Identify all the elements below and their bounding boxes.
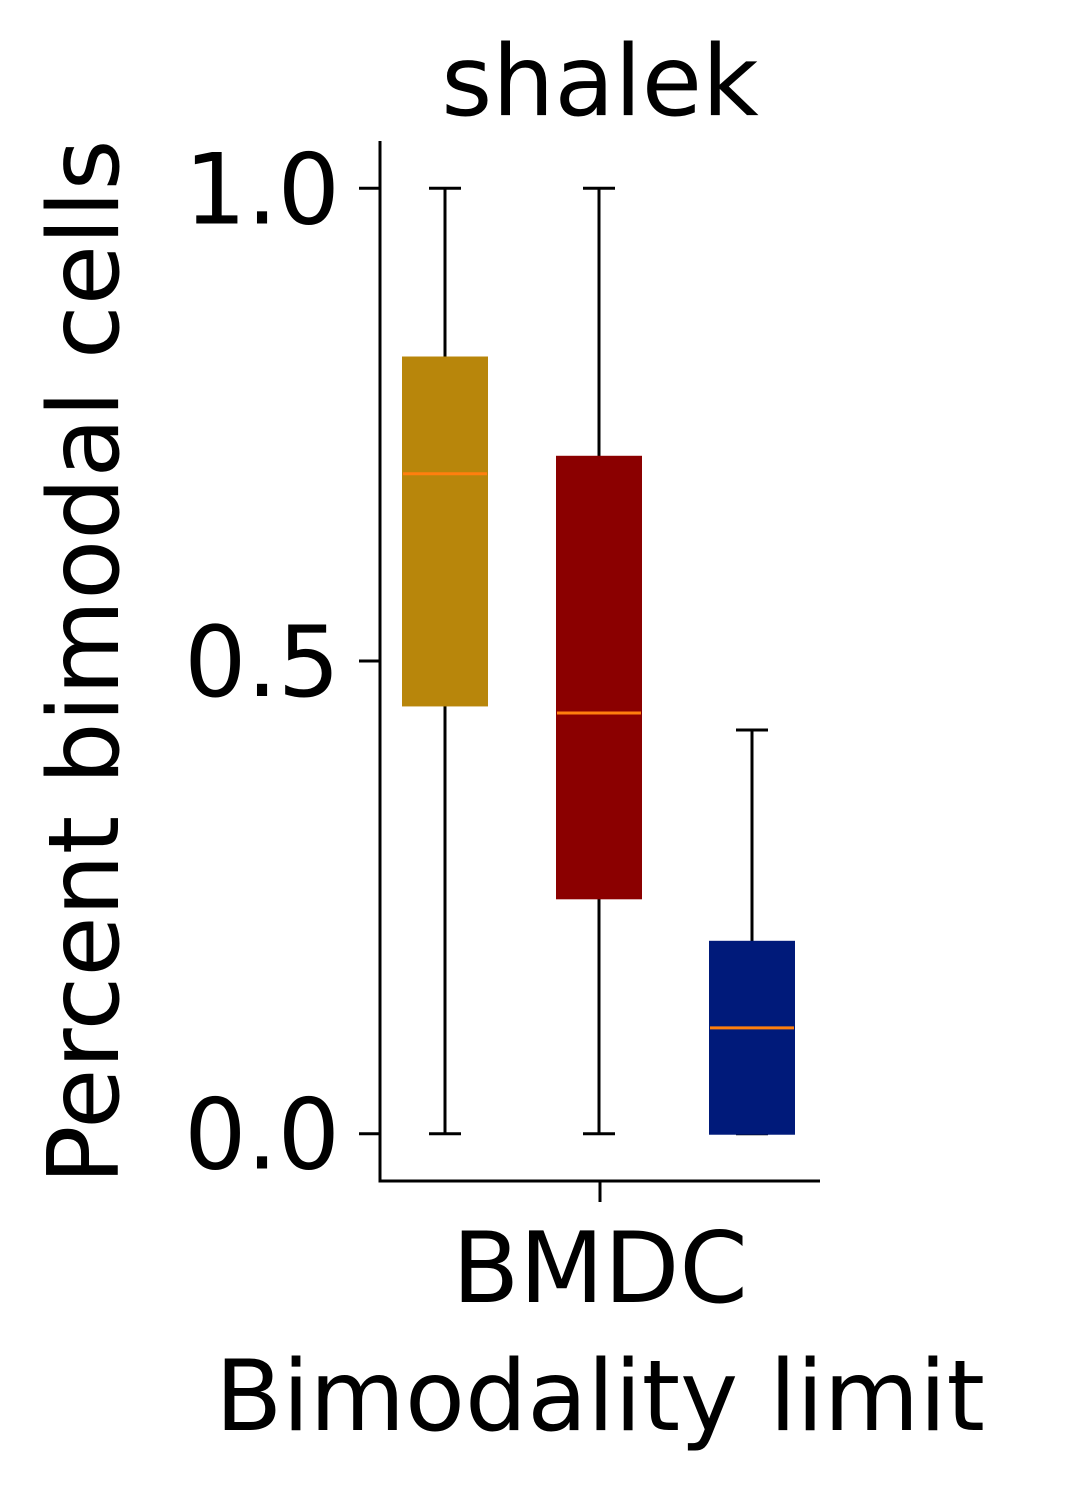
y-ticks: 0.0 0.5 1.0 bbox=[184, 133, 380, 1193]
box-3 bbox=[709, 728, 795, 1136]
y-tick-label: 1.0 bbox=[184, 133, 340, 247]
box-series-group bbox=[402, 186, 795, 1136]
y-tick-label: 0.5 bbox=[184, 606, 340, 720]
x-axis-label: Bimodality limit bbox=[215, 1340, 985, 1454]
y-axis-label: Percent bimodal cells bbox=[28, 139, 142, 1184]
box-2 bbox=[556, 186, 642, 1136]
chart-title: shalek bbox=[441, 25, 759, 139]
x-tick-label-bmdc: BMDC bbox=[452, 1212, 748, 1326]
iqr-box bbox=[709, 940, 795, 1135]
iqr-box bbox=[556, 455, 642, 900]
box-1 bbox=[402, 186, 488, 1136]
y-tick-label: 0.0 bbox=[184, 1079, 340, 1193]
iqr-box bbox=[402, 356, 488, 707]
